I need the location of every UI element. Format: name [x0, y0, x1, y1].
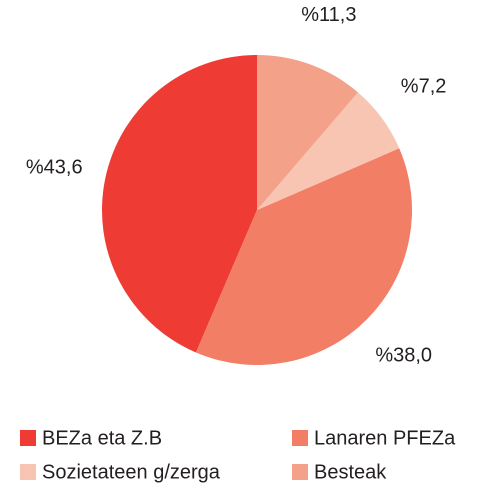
legend: BEZa eta Z.B Lanaren PFEZa Sozietateen g/z…: [20, 427, 456, 483]
legend-swatch: [20, 430, 36, 446]
pie: [101, 55, 412, 365]
legend-swatch: [20, 464, 36, 480]
legend-swatch: [292, 464, 308, 480]
pie-slice: [257, 92, 400, 210]
legend-swatch: [292, 430, 308, 446]
pie-slice: [101, 55, 257, 353]
value-label: %11,3: [301, 4, 356, 26]
pie-slice: [195, 148, 412, 365]
legend-label: BEZa eta Z.B: [42, 427, 162, 449]
legend-label: Besteak: [314, 461, 387, 483]
pie-slice: [257, 55, 358, 210]
value-label: %38,0: [375, 344, 432, 366]
legend-label: Sozietateen g/zerga: [42, 461, 221, 483]
value-label: %7,2: [401, 75, 447, 97]
value-label: %43,6: [26, 157, 83, 179]
legend-label: Lanaren PFEZa: [314, 427, 456, 449]
value-labels: %43,6 %38,0 %7,2 %11,3: [26, 4, 447, 366]
